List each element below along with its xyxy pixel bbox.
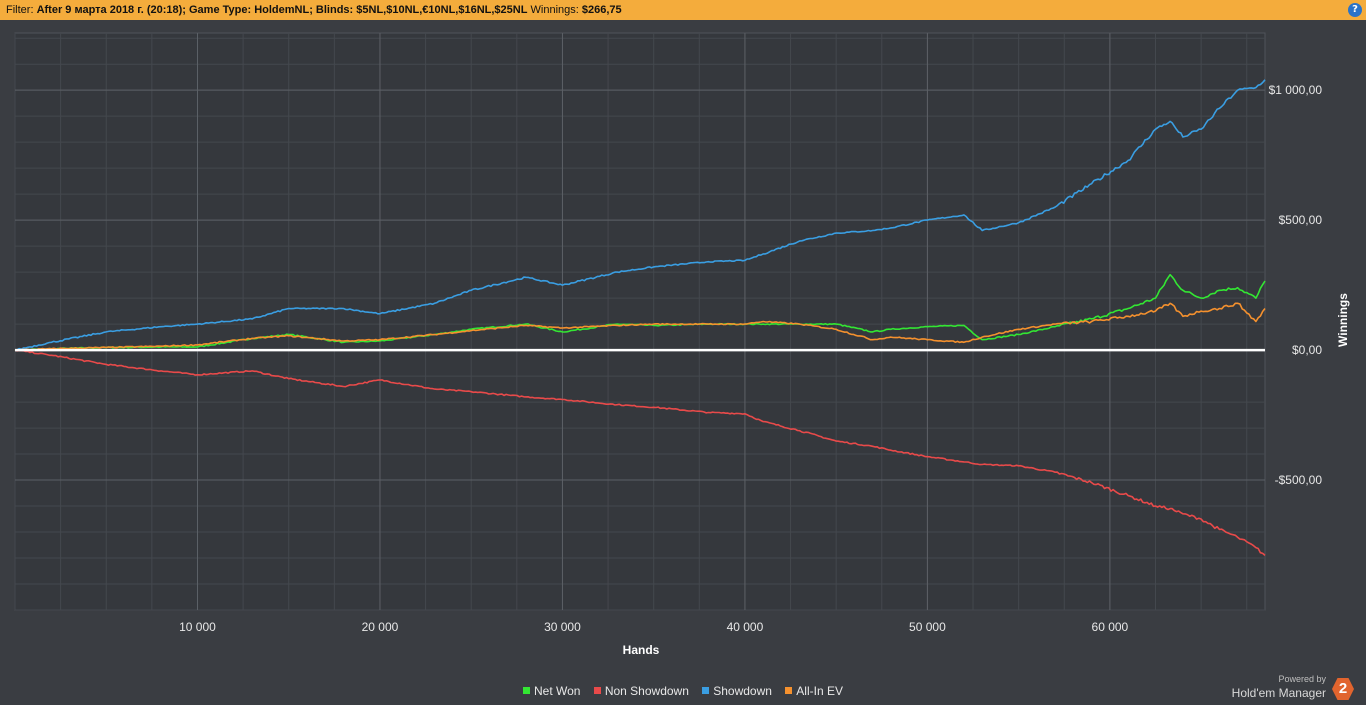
legend-swatch — [785, 687, 793, 694]
x-tick-label: 50 000 — [909, 620, 946, 634]
legend-item-non-showdown[interactable]: Non Showdown — [593, 684, 689, 698]
x-tick-label: 10 000 — [179, 620, 216, 634]
product-name: Hold'em Manager — [1231, 686, 1326, 700]
x-tick-label: 20 000 — [362, 620, 399, 634]
series-line-all-in-ev — [14, 302, 1266, 352]
legend-item-net-won[interactable]: Net Won — [523, 684, 580, 698]
filter-description: After 9 марта 2018 г. (20:18); Game Type… — [36, 4, 528, 16]
x-tick-label: 40 000 — [727, 620, 764, 634]
filter-prefix: Filter: — [6, 4, 37, 16]
legend-item-showdown[interactable]: Showdown — [702, 684, 772, 698]
hem-branding: Powered by Hold'em Manager 2 — [1224, 672, 1354, 702]
y-axis-title: Winnings — [1336, 293, 1350, 347]
legend-label: Showdown — [713, 684, 772, 698]
y-tick-label: -$500,00 — [1275, 473, 1323, 487]
legend-swatch — [702, 687, 710, 694]
winnings-graph[interactable]: 10 000 20 000 30 000 40 000 50 000 60 000 $1 0… — [0, 20, 1366, 670]
legend-swatch — [593, 687, 601, 694]
filter-bar[interactable]: Filter: After 9 марта 2018 г. (20:18); G… — [0, 0, 1366, 20]
series-line-showdown — [14, 79, 1266, 351]
legend-label: All-In EV — [796, 684, 843, 698]
series-line-non-showdown — [14, 349, 1266, 557]
y-tick-label: $0,00 — [1292, 343, 1322, 357]
hem-logo-icon: 2 — [1332, 678, 1354, 700]
x-tick-label: 30 000 — [544, 620, 581, 634]
winnings-label: Winnings: — [527, 4, 582, 16]
y-tick-label: $500,00 — [1279, 213, 1323, 227]
legend-item-all-in-ev[interactable]: All-In EV — [785, 684, 843, 698]
legend-swatch — [523, 687, 531, 694]
winnings-value: $266,75 — [581, 4, 622, 16]
legend-label: Non Showdown — [604, 684, 689, 698]
legend-label: Net Won — [534, 684, 581, 698]
y-tick-label: $1 000,00 — [1269, 83, 1323, 97]
chart-series-group — [14, 79, 1266, 557]
chart-legend: Net Won Non Showdown Showdown All-In EV — [0, 684, 1366, 698]
powered-by-label: Powered by — [1278, 674, 1326, 684]
x-tick-label: 60 000 — [1092, 620, 1129, 634]
help-icon[interactable]: ? — [1348, 3, 1362, 17]
x-axis-title: Hands — [623, 643, 660, 657]
chart-ticks: 10 000 20 000 30 000 40 000 50 000 60 000 $1 0… — [179, 83, 1322, 634]
